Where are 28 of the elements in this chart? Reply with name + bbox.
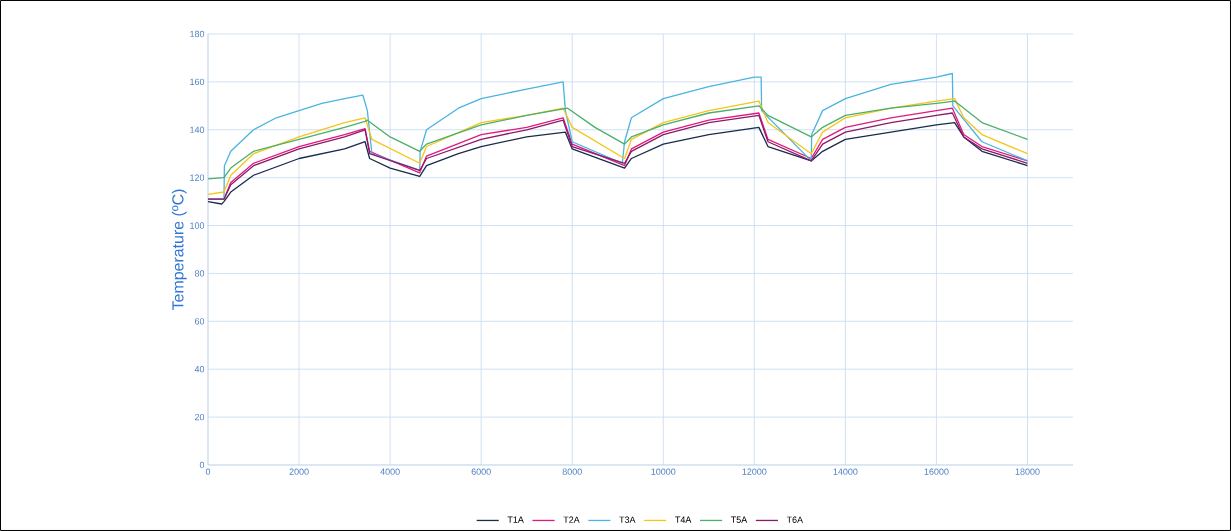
y-tick-label: 20 — [194, 413, 205, 421]
x-tick-label: 2000 — [289, 468, 309, 475]
legend-label: T1A — [507, 516, 524, 523]
x-tick-label: 18000 — [1015, 468, 1040, 475]
y-tick-label: 180 — [190, 30, 205, 38]
y-tick-label: 40 — [194, 366, 205, 373]
legend-label: T5A — [730, 516, 748, 523]
y-axis-title: Temperature (ºC) — [171, 189, 187, 311]
y-tick-label: 80 — [194, 270, 205, 277]
y-tick-label: 100 — [190, 222, 205, 229]
y-tick-label: 60 — [194, 318, 205, 325]
line-series — [208, 100, 1029, 180]
x-tick-label: 10000 — [651, 468, 676, 475]
x-tick-label: 16000 — [924, 468, 949, 475]
x-tick-label: 8000 — [562, 468, 582, 475]
legend-label: T3A — [619, 516, 636, 523]
x-tick-label: 6000 — [471, 468, 491, 475]
x-tick-label: 14000 — [833, 468, 858, 475]
y-tick-label: 140 — [190, 126, 205, 133]
x-tick-label: 0 — [205, 468, 211, 475]
x-tick-label: 12000 — [742, 468, 767, 475]
legend-label: T6A — [786, 516, 804, 523]
y-tick-label: 160 — [190, 78, 205, 86]
x-tick-label: 4000 — [380, 468, 400, 475]
y-tick-label: 120 — [190, 174, 205, 181]
legend-label: T2A — [563, 516, 580, 523]
y-tick-label: 0 — [199, 461, 205, 469]
legend-label: T4A — [675, 516, 692, 523]
